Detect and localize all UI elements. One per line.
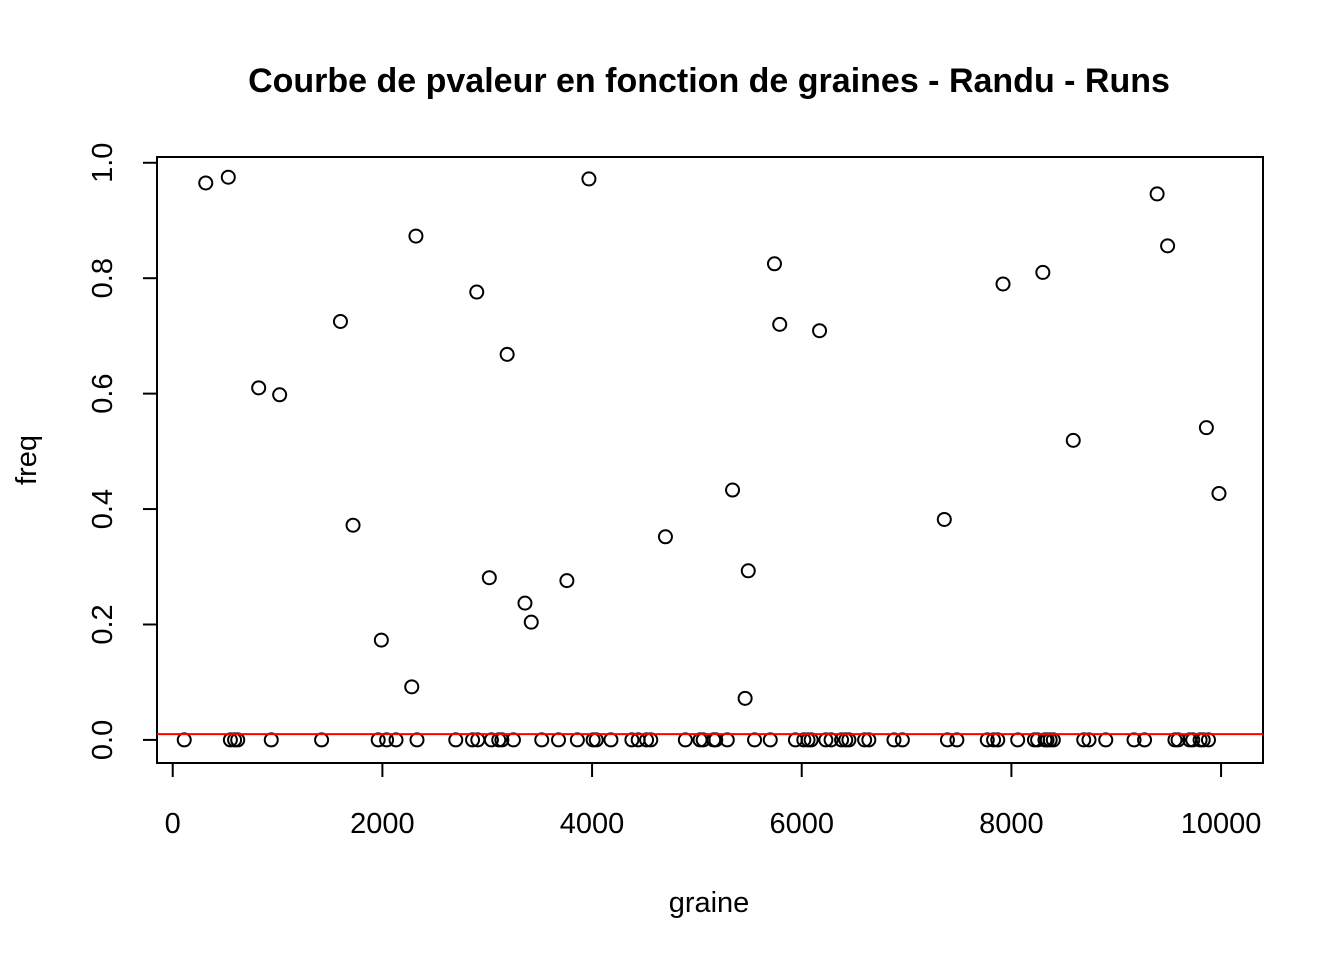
data-point xyxy=(176,732,192,748)
data-point xyxy=(894,732,910,748)
y-axis: 0.0 0.2 0.4 0.6 0.8 1.0 xyxy=(87,143,158,760)
data-point xyxy=(499,346,515,362)
x-tick-label: 2000 xyxy=(350,808,415,840)
data-point xyxy=(747,732,763,748)
data-point xyxy=(995,276,1011,292)
x-axis: 0 2000 4000 6000 8000 10000 xyxy=(165,762,1262,840)
data-point xyxy=(198,175,214,191)
data-point xyxy=(1149,186,1165,202)
data-point xyxy=(409,732,425,748)
data-point xyxy=(373,632,389,648)
data-point xyxy=(469,284,485,300)
data-point xyxy=(448,732,464,748)
data-point xyxy=(766,256,782,272)
data-point xyxy=(1160,238,1176,254)
data-point xyxy=(1010,732,1026,748)
data-point xyxy=(737,690,753,706)
data-point xyxy=(569,732,585,748)
data-point xyxy=(1035,264,1051,280)
data-point xyxy=(404,679,420,695)
data-point xyxy=(251,380,267,396)
data-point xyxy=(1198,420,1214,436)
chart-title: Courbe de pvaleur en fonction de graines… xyxy=(248,62,1170,100)
data-point xyxy=(581,171,597,187)
y-tick-label: 0.4 xyxy=(87,489,119,529)
data-point xyxy=(551,732,567,748)
x-tick-label: 0 xyxy=(165,808,181,840)
data-point xyxy=(740,563,756,579)
y-tick-label: 0.8 xyxy=(87,258,119,298)
y-axis-label: freq xyxy=(11,435,43,485)
data-point xyxy=(603,732,619,748)
y-tick-label: 0.6 xyxy=(87,373,119,413)
data-point xyxy=(772,316,788,332)
data-point xyxy=(523,614,539,630)
data-point xyxy=(481,570,497,586)
x-tick-label: 10000 xyxy=(1181,808,1262,840)
y-tick-label: 0.0 xyxy=(87,720,119,760)
data-point xyxy=(314,732,330,748)
data-point xyxy=(272,387,288,403)
data-point xyxy=(1098,732,1114,748)
data-point xyxy=(263,732,279,748)
data-point xyxy=(534,732,550,748)
data-point xyxy=(812,323,828,339)
data-point xyxy=(388,732,404,748)
data-point xyxy=(725,482,741,498)
x-axis-label: graine xyxy=(669,887,750,919)
data-point xyxy=(345,517,361,533)
data-point xyxy=(762,732,778,748)
data-point xyxy=(559,573,575,589)
plot-frame xyxy=(156,156,1264,764)
data-point xyxy=(220,169,236,185)
data-point xyxy=(949,732,965,748)
x-tick-label: 6000 xyxy=(769,808,834,840)
data-points xyxy=(176,169,1227,748)
data-point xyxy=(517,595,533,611)
y-tick-label: 1.0 xyxy=(87,143,119,183)
y-tick-label: 0.2 xyxy=(87,604,119,644)
x-tick-label: 4000 xyxy=(560,808,625,840)
data-point xyxy=(936,511,952,527)
x-tick-label: 8000 xyxy=(979,808,1044,840)
data-point xyxy=(677,732,693,748)
data-point xyxy=(332,313,348,329)
data-point xyxy=(408,228,424,244)
data-point xyxy=(1065,432,1081,448)
data-point xyxy=(657,529,673,545)
data-point xyxy=(1211,485,1227,501)
